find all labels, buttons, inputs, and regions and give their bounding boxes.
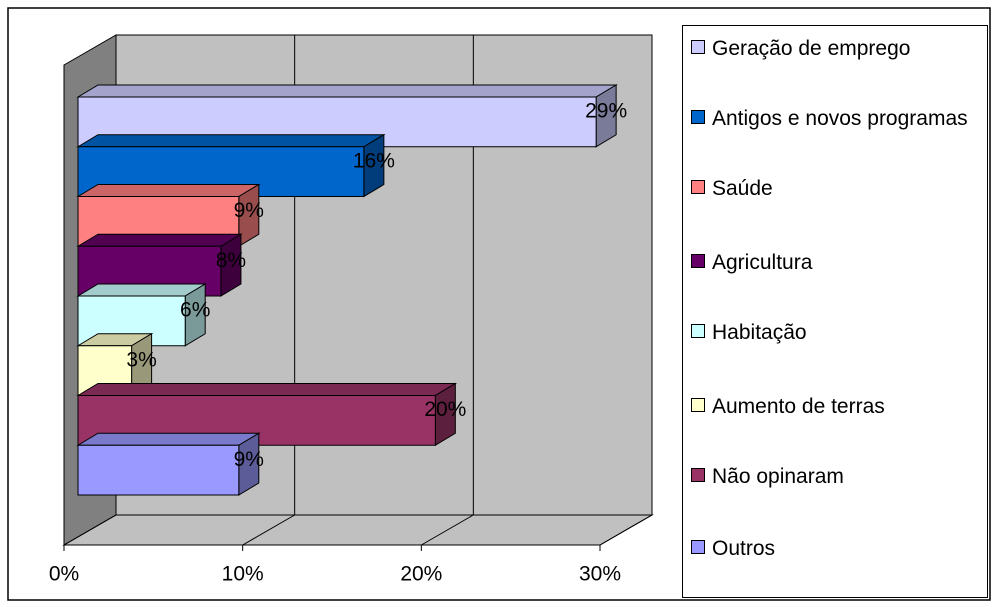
legend-label: Não opinaram (712, 465, 844, 488)
data-label: 20% (424, 398, 466, 421)
legend-entry: Antigos e novos programas (691, 104, 987, 134)
floor (62, 514, 654, 546)
legend-label: Geração de emprego (712, 37, 911, 60)
data-label: 9% (234, 199, 264, 222)
bar (77, 444, 240, 496)
data-label: 8% (216, 249, 246, 272)
legend-entry: Outros (691, 534, 987, 564)
legend-swatch (691, 180, 705, 194)
legend-swatch (691, 324, 705, 338)
grid-line (63, 514, 117, 546)
data-label: 29% (585, 100, 627, 123)
legend-entry: Aumento de terras (691, 392, 987, 422)
bar-top (76, 283, 208, 297)
bar-top (76, 184, 261, 197)
legend-label: Antigos e novos programas (712, 107, 968, 130)
grid-line (242, 514, 295, 546)
legend-entry: Geração de emprego (691, 34, 987, 64)
legend-entry: Habitação (691, 318, 987, 348)
legend-entry: Não opinaram (691, 462, 987, 492)
data-label: 3% (126, 348, 156, 371)
grid-line (599, 514, 653, 546)
legend-label: Habitação (712, 321, 807, 344)
legend-swatch (691, 540, 705, 554)
legend-label: Agricultura (712, 251, 813, 274)
legend: Geração de emprego Antigos e novos progra… (682, 25, 988, 598)
legend-swatch (691, 398, 705, 412)
legend-entry: Saúde (691, 174, 987, 204)
x-tick-label: 30% (579, 563, 621, 586)
data-label: 9% (234, 448, 264, 471)
x-tick-label: 20% (400, 563, 442, 586)
data-label: 6% (180, 299, 210, 322)
legend-swatch (691, 468, 705, 482)
data-label: 16% (353, 149, 395, 172)
bar-top (76, 134, 386, 148)
legend-swatch (691, 40, 705, 54)
grid-line (421, 514, 474, 546)
bar-top (76, 84, 618, 98)
legend-label: Aumento de terras (712, 395, 885, 418)
bar-top (76, 383, 458, 396)
legend-swatch (691, 254, 705, 268)
x-tick-label: 0% (49, 563, 79, 586)
legend-label: Saúde (712, 177, 773, 200)
legend-label: Outros (712, 537, 776, 560)
legend-swatch (691, 110, 705, 124)
bar-top (76, 432, 261, 446)
x-tick-label: 10% (222, 563, 264, 586)
legend-entry: Agricultura (691, 248, 987, 278)
bar-top (76, 233, 243, 247)
